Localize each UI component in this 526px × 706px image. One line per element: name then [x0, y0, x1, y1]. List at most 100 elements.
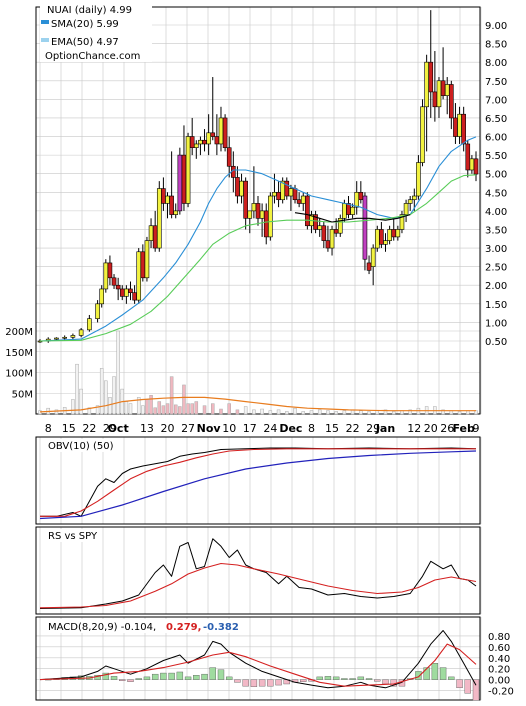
volume-bar: [157, 401, 162, 415]
x-tick-label: 17: [243, 422, 257, 435]
macd-histogram-bar: [332, 676, 340, 680]
volume-bar: [124, 401, 129, 415]
volume-bar: [145, 399, 149, 415]
volume-bar: [235, 409, 240, 415]
candle-body: [284, 180, 290, 197]
volume-bar: [161, 405, 166, 415]
volume-bar: [285, 411, 289, 415]
price-tick-label: 6.00: [485, 133, 507, 144]
x-tick-label: 15: [325, 422, 339, 435]
price-tick-label: 5.00: [485, 170, 507, 181]
candle-body: [173, 210, 179, 215]
x-tick-label: 22: [82, 422, 96, 435]
candle-body: [218, 117, 224, 145]
macd-histogram-bar: [448, 676, 455, 680]
volume-bar: [441, 409, 445, 415]
price-tick-label: 6.50: [485, 114, 507, 125]
macd-label-group: MACD(8,20,9) -0.104, 0.279, -0.382: [46, 619, 239, 633]
ema50-line: [39, 174, 477, 342]
candle-body: [95, 303, 100, 319]
x-tick-label: Dec: [279, 422, 302, 435]
candle-body: [391, 229, 397, 238]
volume-bar: [165, 403, 170, 415]
macd-tick-label: 0.60: [488, 643, 510, 654]
obv-label-group: OBV(10) (50): [46, 439, 114, 452]
x-tick-label: 9: [473, 422, 480, 435]
volume-bar: [182, 384, 186, 415]
candle-body: [103, 262, 109, 290]
x-tick-label: Nov: [197, 422, 222, 435]
macd-histogram-bar: [324, 676, 332, 680]
volume-bar: [408, 409, 412, 415]
candle-body: [342, 203, 347, 219]
volume-bar: [186, 403, 190, 415]
candle-body: [119, 288, 125, 297]
obv-panel-label: OBV(10) (50): [48, 441, 114, 452]
candle-body: [226, 147, 232, 167]
candle-body: [161, 188, 166, 204]
price-tick-label: 5.50: [485, 151, 507, 162]
candle-body: [78, 329, 84, 336]
candle-body: [337, 218, 343, 234]
price-tick-label: 7.00: [485, 95, 507, 106]
candle-body: [465, 143, 471, 171]
volume-bar: [260, 408, 264, 415]
volume-bar: [136, 397, 141, 415]
volume-bar: [227, 403, 231, 415]
candle-body: [305, 195, 310, 227]
candle-body: [136, 251, 142, 301]
volume-bar: [383, 409, 388, 415]
volume-bar: [112, 376, 116, 415]
macd-histogram-bar: [316, 676, 323, 680]
axis-layer: 9.00 8.50 8.00 7.50 7.00 6.50 6.00 5.50 5.00 4.50…: [5, 21, 514, 698]
volume-bar: [178, 406, 182, 415]
volume-bar: [342, 410, 347, 415]
volume-bar: [243, 406, 248, 415]
volume-bar: [211, 403, 215, 415]
volume-bar: [293, 407, 297, 415]
macd-histogram-bar: [456, 679, 463, 689]
macd-histogram-bar: [242, 679, 249, 687]
candle-body: [62, 336, 67, 339]
candle-body: [395, 229, 401, 238]
volume-bar: [79, 388, 83, 415]
candle-body: [403, 203, 409, 215]
macd-tick-label: 0.80: [488, 632, 510, 643]
candle-body: [399, 214, 405, 230]
candle-body: [333, 229, 339, 234]
macd-histogram-bar: [472, 679, 480, 701]
volume-bar: [149, 395, 153, 415]
candle-body: [366, 262, 372, 271]
rs-label-group: RS vs SPY: [46, 529, 102, 542]
macd-histogram-bar: [160, 672, 167, 680]
candle-body: [239, 180, 244, 197]
macd-value-red: 0.279,: [166, 622, 201, 633]
rs-panel-label: RS vs SPY: [48, 531, 98, 542]
macd-histogram-bar: [168, 672, 175, 680]
macd-tick-label: 0.00: [488, 676, 510, 687]
macd-histogram-bar: [102, 672, 110, 680]
candle-body: [169, 195, 174, 215]
x-tick-label: Feb: [452, 422, 475, 435]
candle-body: [317, 225, 322, 230]
x-tick-label: 29: [103, 422, 117, 435]
price-tick-label: 7.50: [485, 77, 507, 88]
candle-body: [243, 180, 248, 219]
volume-tick-label: 150M: [5, 348, 33, 359]
x-tick-label: 26: [440, 422, 454, 435]
obv-average-line: [40, 448, 476, 517]
candle-body: [214, 136, 220, 145]
price-tick-label: 1.50: [485, 300, 507, 311]
candle-body: [111, 277, 117, 286]
x-tick-label: 8: [308, 422, 315, 435]
candle-body: [387, 229, 392, 241]
candle-body: [424, 61, 429, 108]
price-tick-label: 2.00: [485, 281, 507, 292]
candle-body: [358, 191, 364, 201]
macd-histogram-bar: [382, 679, 389, 685]
macd-histogram-bar: [209, 667, 216, 680]
legend-background: [40, 2, 152, 62]
price-layer: [37, 10, 479, 343]
candle-body: [140, 251, 146, 279]
macd-line: [39, 630, 477, 689]
